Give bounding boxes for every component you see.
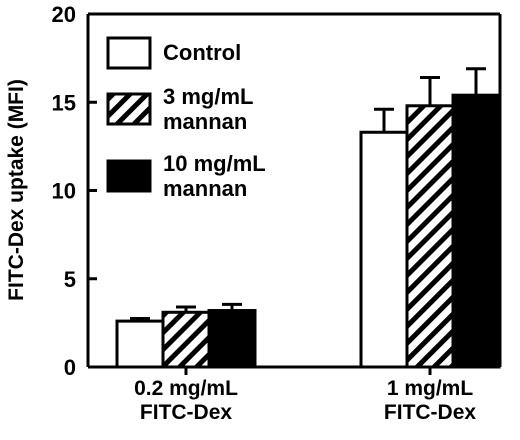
y-ticks: 0 5 10 15 20 [52,2,97,380]
bar-hatched-1 [161,310,211,369]
legend-label-line: mannan [163,109,247,134]
y-axis-label: FITC-Dex uptake (MFI) [5,79,28,301]
bars [115,67,501,369]
legend-label-line: 3 mg/mL [163,84,253,109]
legend-label: 10 mg/mL mannan [163,151,266,201]
legend-label-line: Control [163,40,241,65]
legend-swatch-black [106,159,152,193]
x-category-label-line: 0.2 mg/mL [134,377,238,400]
bar-hatched-2 [405,104,455,369]
y-tick-label: 10 [52,179,76,204]
x-category-label: 0.2 mg/mL FITC-Dex [134,377,238,424]
y-tick-label: 20 [52,2,76,27]
legend-label-line: 10 mg/mL [163,151,266,176]
legend-label: Control [163,40,241,65]
x-category-label-line: FITC-Dex [384,401,476,424]
x-category-label: 1 mg/mL FITC-Dex [384,377,476,424]
bar-black-2 [451,93,501,369]
legend-label-line: mannan [163,176,247,201]
y-tick-label: 5 [64,267,76,292]
bar-white-1 [115,319,165,369]
legend-swatch-hatched [106,92,152,126]
legend-swatch-white [106,36,152,70]
bar-white-2 [359,130,409,369]
legend-label: 3 mg/mL mannan [163,84,253,134]
x-category-label-line: FITC-Dex [140,401,232,424]
bar-black-1 [207,309,257,369]
y-tick-label: 0 [64,355,76,380]
x-category-label-line: 1 mg/mL [387,377,474,400]
y-tick-label: 15 [52,90,76,115]
